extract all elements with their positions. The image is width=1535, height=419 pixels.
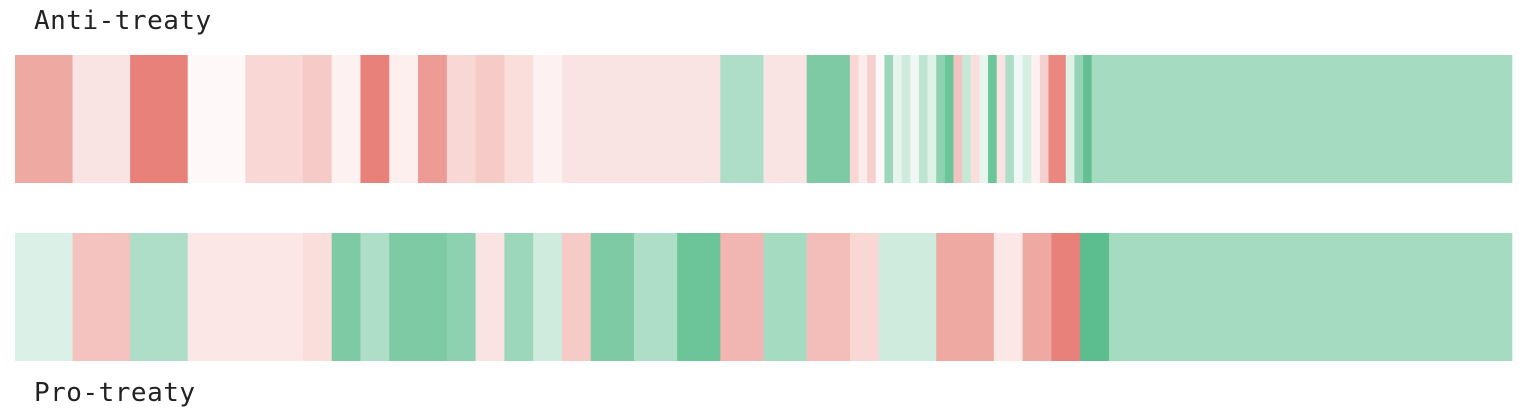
pro-treaty-segment-20 [878,233,937,361]
anti-treaty-segment-36 [1005,55,1015,183]
anti-treaty-segment-39 [1031,55,1041,183]
pro-treaty-strip [15,233,1513,361]
pro-treaty-segment-19 [849,233,879,361]
pro-treaty-segment-4 [302,233,332,361]
anti-treaty-segment-20 [867,55,877,183]
pro-treaty-segment-13 [590,233,635,361]
anti-treaty-label: Anti-treaty [34,6,212,36]
pro-treaty-segment-17 [763,233,807,361]
anti-treaty-segment-42 [1065,55,1075,183]
pro-treaty-label: Pro-treaty [34,378,196,408]
pro-treaty-segment-23 [1022,233,1052,361]
anti-treaty-segment-44 [1083,55,1092,183]
pro-treaty-segment-10 [504,233,534,361]
pro-treaty-segment-26 [1108,233,1513,361]
anti-treaty-segment-27 [927,55,937,183]
anti-treaty-segment-19 [858,55,868,183]
anti-treaty-segment-30 [953,55,963,183]
pro-treaty-segment-5 [331,233,361,361]
pro-treaty-segment-9 [475,233,505,361]
anti-treaty-segment-9 [418,55,448,183]
pro-treaty-segment-22 [993,233,1023,361]
anti-treaty-segment-0 [15,55,73,183]
anti-treaty-segment-1 [72,55,131,183]
anti-treaty-segment-25 [910,55,920,183]
anti-treaty-segment-17 [806,55,851,183]
anti-treaty-segment-13 [533,55,563,183]
pro-treaty-segment-1 [72,233,131,361]
anti-treaty-segment-22 [884,55,894,183]
anti-treaty-segment-2 [130,55,189,183]
anti-treaty-segment-45 [1091,55,1513,183]
pro-treaty-segment-21 [936,233,995,361]
pro-treaty-segment-14 [633,233,678,361]
anti-treaty-segment-28 [936,55,946,183]
anti-treaty-segment-37 [1013,55,1023,183]
anti-treaty-segment-7 [360,55,390,183]
anti-treaty-segment-23 [893,55,902,183]
anti-treaty-segment-11 [475,55,505,183]
pro-treaty-segment-24 [1051,233,1081,361]
anti-treaty-segment-5 [302,55,332,183]
pro-treaty-segment-25 [1080,233,1110,361]
anti-treaty-segment-26 [918,55,928,183]
pro-treaty-segment-0 [15,233,73,361]
anti-treaty-segment-6 [331,55,361,183]
anti-treaty-segment-34 [988,55,997,183]
anti-treaty-segment-15 [720,55,764,183]
pro-treaty-segment-6 [360,233,390,361]
anti-treaty-segment-4 [245,55,304,183]
anti-treaty-segment-3 [187,55,246,183]
anti-treaty-segment-29 [944,55,954,183]
pro-treaty-segment-16 [720,233,764,361]
anti-treaty-segment-35 [996,55,1006,183]
anti-treaty-segment-31 [962,55,972,183]
anti-treaty-segment-10 [446,55,476,183]
anti-treaty-segment-41 [1048,55,1067,183]
anti-treaty-segment-38 [1022,55,1032,183]
pro-treaty-segment-2 [130,233,189,361]
anti-treaty-segment-14 [561,55,721,183]
anti-treaty-segment-33 [979,55,989,183]
anti-treaty-segment-32 [970,55,980,183]
anti-treaty-segment-16 [763,55,807,183]
anti-treaty-segment-43 [1074,55,1084,183]
pro-treaty-segment-11 [533,233,563,361]
anti-treaty-strip [15,55,1513,183]
pro-treaty-segment-18 [806,233,851,361]
pro-treaty-segment-15 [677,233,721,361]
pro-treaty-segment-3 [187,233,304,361]
anti-treaty-segment-8 [389,55,419,183]
anti-treaty-segment-12 [504,55,534,183]
pro-treaty-segment-12 [561,233,592,361]
pro-treaty-segment-8 [446,233,476,361]
anti-treaty-segment-21 [875,55,885,183]
anti-treaty-segment-18 [849,55,859,183]
anti-treaty-segment-40 [1039,55,1049,183]
anti-treaty-segment-24 [901,55,911,183]
pro-treaty-segment-7 [389,233,448,361]
